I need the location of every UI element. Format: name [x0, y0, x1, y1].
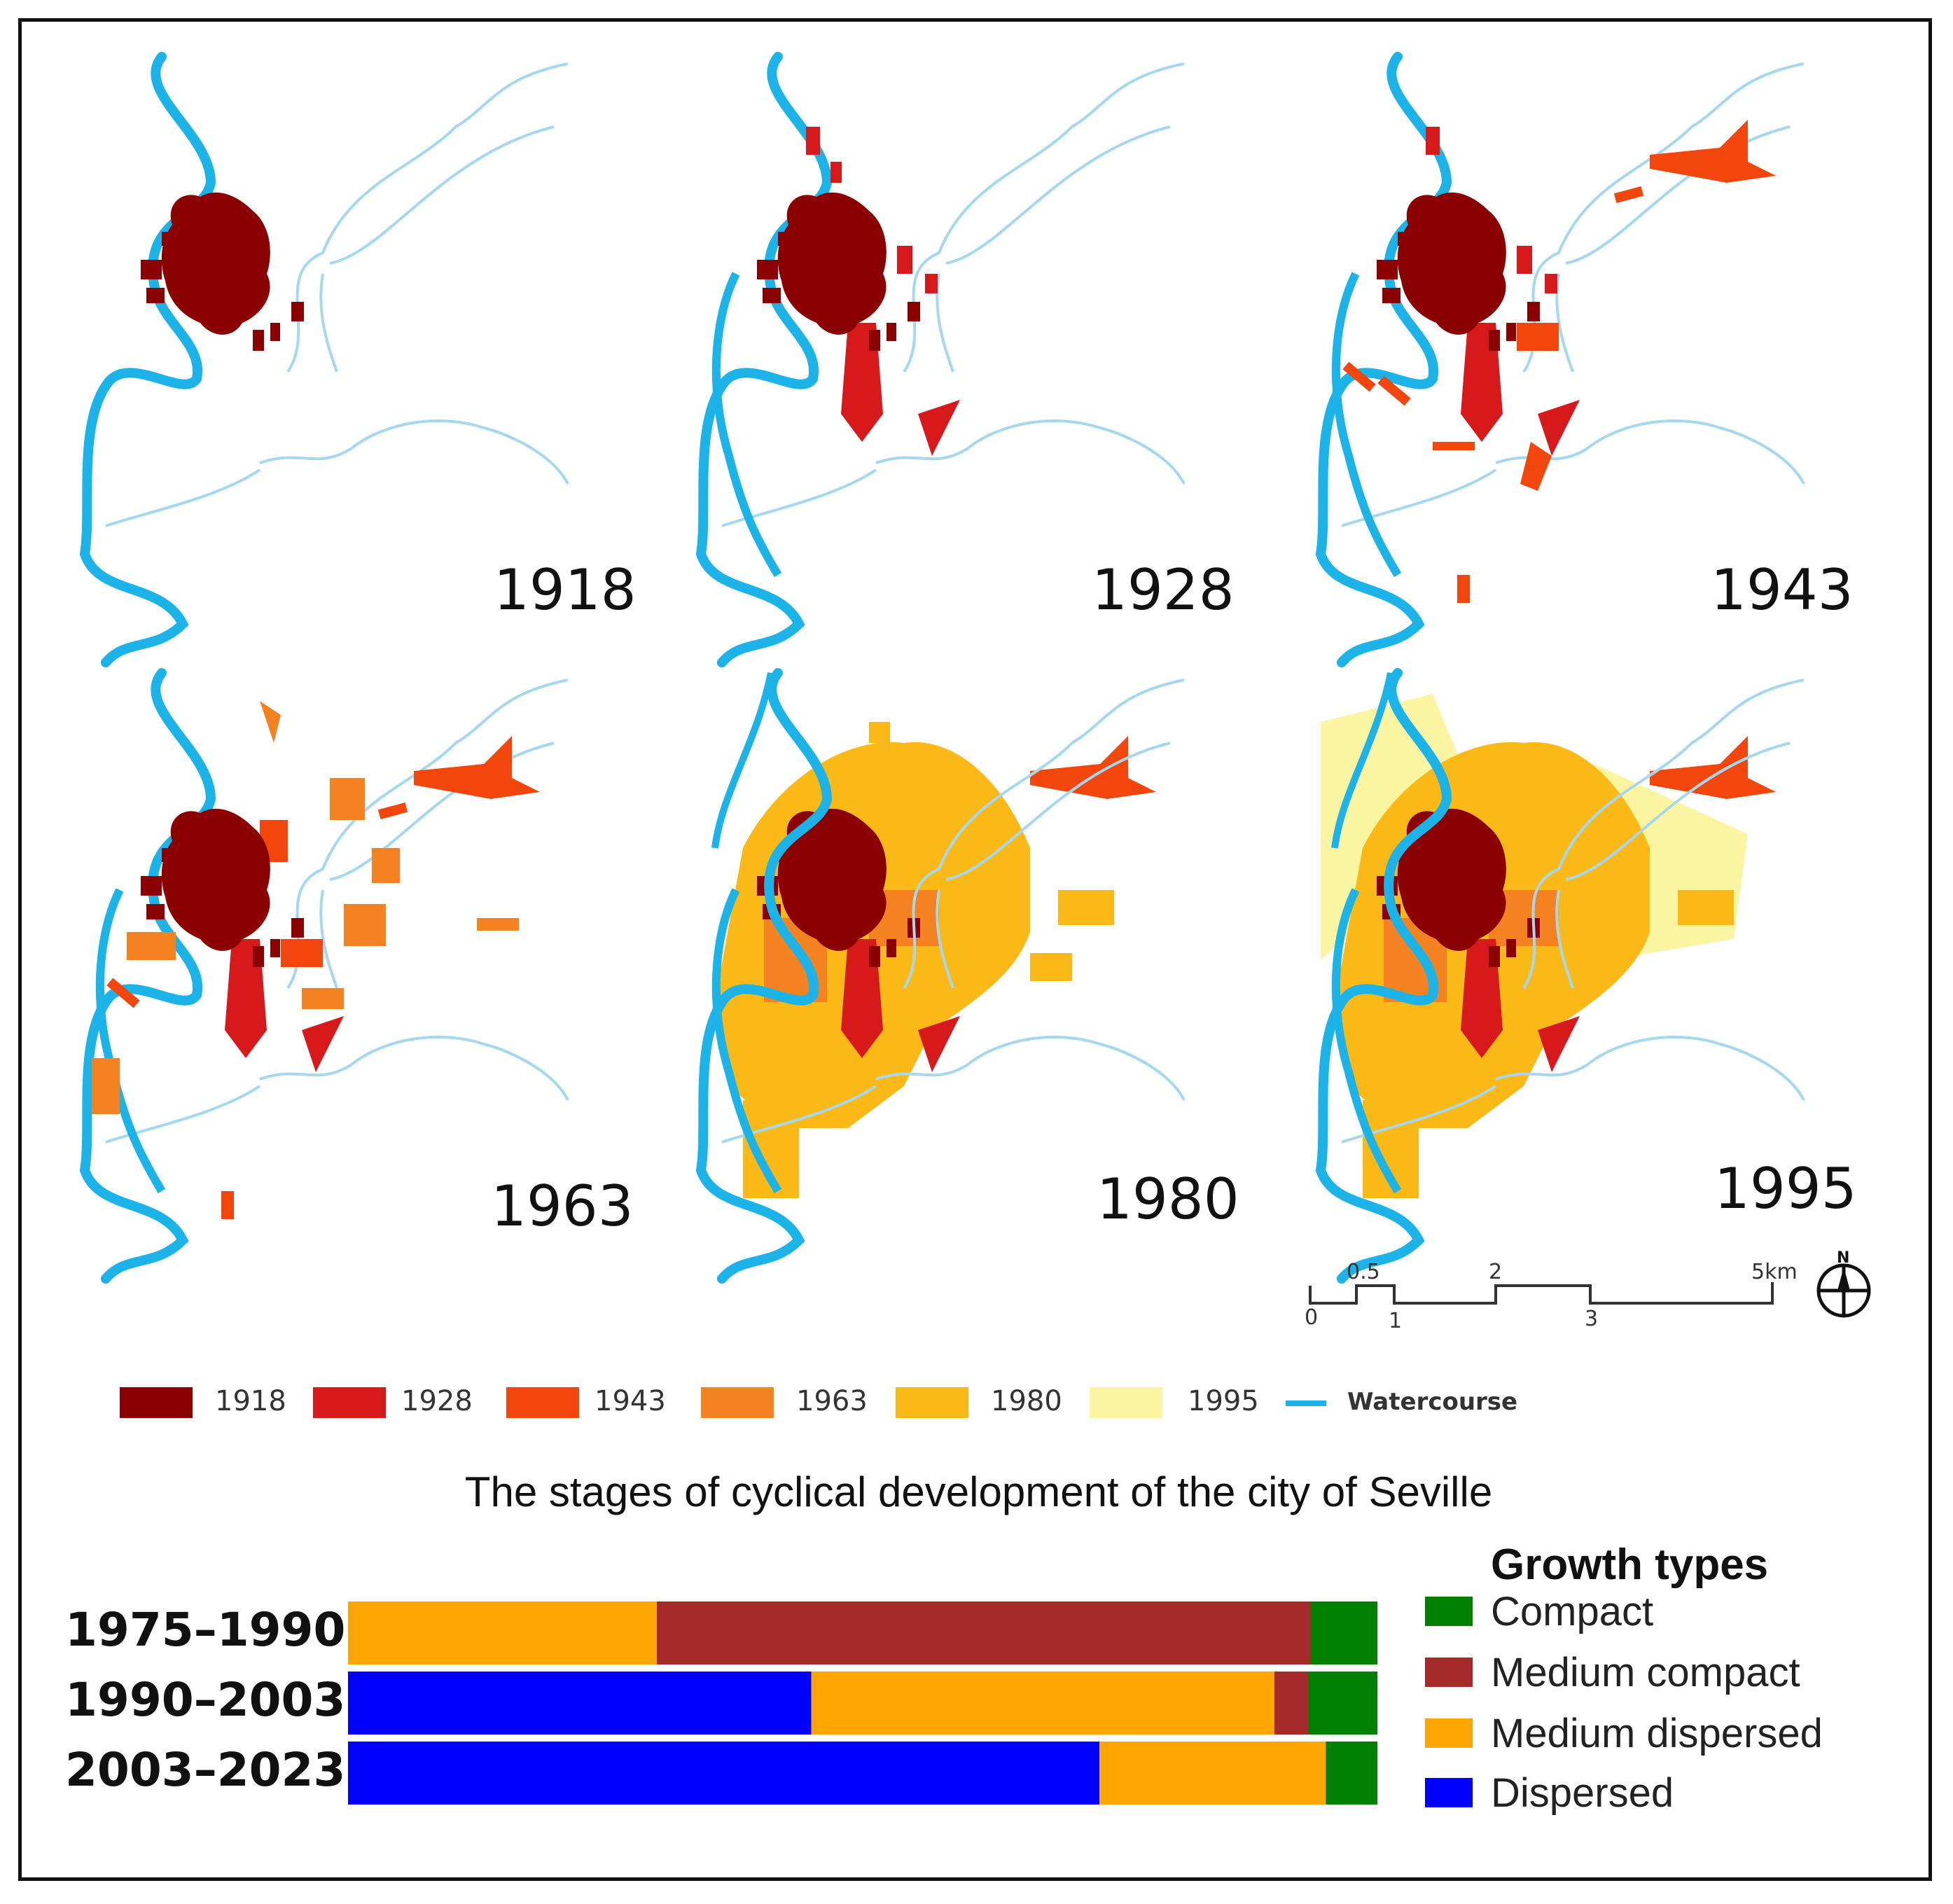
scale-bar: 0.5 2 5km 0 1 3	[1305, 1260, 1798, 1333]
map-legend: 1918 1928 1943 1963 1980 1995 Watercours…	[120, 1384, 1520, 1426]
growth-label-compact: Compact	[1491, 1589, 1654, 1634]
bar-category-label-3: 2003–2023	[65, 1743, 346, 1797]
map-year-1918: 1918	[494, 557, 637, 623]
map-panel-1963	[85, 673, 568, 1338]
map-year-1943: 1943	[1711, 557, 1854, 623]
growth-swatch-medium-dispersed	[1425, 1718, 1473, 1748]
bar-category-label-2: 1990–2003	[65, 1673, 346, 1727]
legend-label-1943: 1943	[595, 1385, 666, 1417]
legend-label-1980: 1980	[991, 1385, 1062, 1417]
legend-label-watercourse: Watercourse	[1347, 1388, 1518, 1416]
bar-segment-medium-compact-1	[657, 1601, 1311, 1665]
legend-swatch-1918	[120, 1387, 193, 1418]
bar-segment-medium-dispersed-1	[348, 1601, 657, 1665]
figure-subtitle: The stages of cyclical development of th…	[464, 1468, 1493, 1515]
bar-segment-compact-2	[1308, 1672, 1377, 1735]
legend-swatch-1943	[506, 1387, 579, 1418]
scale-label-2: 2	[1489, 1260, 1502, 1284]
legend-label-1918: 1918	[215, 1385, 286, 1417]
bar-segment-compact-3	[1326, 1742, 1377, 1805]
legend-label-1963: 1963	[796, 1385, 868, 1417]
legend-label-1995: 1995	[1188, 1385, 1259, 1417]
growth-types-legend-title: Growth types	[1491, 1541, 1769, 1589]
growth-swatch-dispersed	[1425, 1778, 1473, 1807]
map-year-1995: 1995	[1714, 1156, 1857, 1221]
legend-watercourse-line	[1286, 1401, 1326, 1406]
bar-segment-medium-compact-2	[1274, 1672, 1309, 1735]
legend-swatch-1928	[313, 1387, 386, 1418]
legend-swatch-1963	[701, 1387, 774, 1418]
north-label: N	[1837, 1249, 1849, 1267]
north-arrow-icon: N	[1816, 1249, 1871, 1318]
bar-segment-compact-1	[1310, 1601, 1377, 1665]
legend-swatch-1980	[896, 1387, 968, 1418]
map-year-1928: 1928	[1092, 557, 1235, 623]
scale-label-0: 0	[1305, 1305, 1318, 1330]
bar-segment-dispersed-2	[348, 1672, 812, 1735]
bar-segment-medium-dispersed-2	[811, 1672, 1274, 1735]
scale-label-5km: 5km	[1751, 1260, 1798, 1284]
map-panel-1980	[701, 673, 1184, 1338]
growth-swatch-compact	[1425, 1597, 1473, 1626]
map-panel-1928	[701, 57, 1184, 722]
growth-label-dispersed: Dispersed	[1491, 1770, 1674, 1816]
map-panel-1943	[1321, 57, 1804, 722]
growth-label-medium-compact: Medium compact	[1491, 1650, 1800, 1695]
scale-label-0-5: 0.5	[1347, 1260, 1380, 1284]
bar-category-label-1: 1975–1990	[65, 1603, 346, 1657]
map-year-1963: 1963	[491, 1174, 634, 1239]
legend-label-1928: 1928	[401, 1385, 473, 1417]
maps-area: 0.5 2 5km 0 1 3 N	[22, 22, 1871, 1352]
scale-label-1: 1	[1389, 1309, 1402, 1333]
stacked-bar-chart	[348, 1601, 1377, 1805]
bar-segment-medium-dispersed-3	[1099, 1742, 1326, 1805]
legend-swatch-1995	[1090, 1387, 1162, 1418]
growth-swatch-medium-compact	[1425, 1658, 1473, 1687]
bar-segment-dispersed-3	[348, 1742, 1100, 1805]
map-panel-1995	[1321, 673, 1804, 1338]
figure-frame: 0.5 2 5km 0 1 3 N 1918 1928 1943 1963 19…	[18, 18, 1932, 1881]
growth-label-medium-dispersed: Medium dispersed	[1491, 1711, 1823, 1756]
scale-label-3: 3	[1585, 1307, 1598, 1331]
map-year-1980: 1980	[1097, 1167, 1239, 1232]
